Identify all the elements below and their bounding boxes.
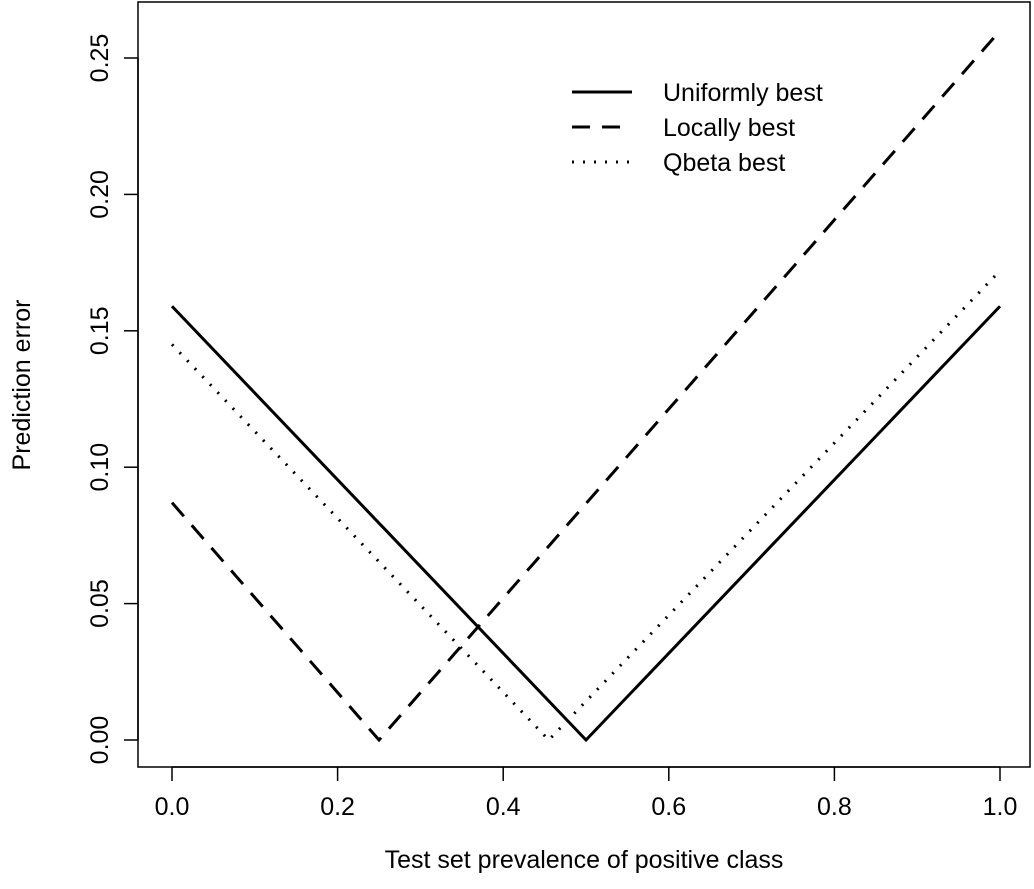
legend: Uniformly best Locally best Qbeta best — [572, 79, 823, 177]
y-axis: 0.00 0.05 0.10 0.15 0.20 0.25 — [86, 34, 139, 765]
y-tick-label: 0.05 — [86, 579, 114, 628]
legend-label: Locally best — [663, 114, 795, 142]
x-tick-label: 0.2 — [320, 793, 355, 821]
series-layer — [170, 29, 1002, 743]
y-tick-label: 0.10 — [86, 443, 114, 492]
legend-label: Qbeta best — [663, 149, 785, 177]
x-axis: 0.0 0.2 0.4 0.6 0.8 1.0 — [155, 766, 1018, 821]
x-tick-label: 0.8 — [817, 793, 852, 821]
series-uniformly-best — [170, 305, 1002, 743]
y-axis-title: Prediction error — [8, 300, 36, 471]
x-tick-label: 0.4 — [486, 793, 521, 821]
y-tick-label: 0.15 — [86, 306, 114, 355]
y-tick-label: 0.25 — [86, 34, 114, 83]
x-tick-label: 1.0 — [983, 793, 1018, 821]
y-tick-label: 0.00 — [86, 716, 114, 765]
x-tick-label: 0.6 — [651, 793, 686, 821]
x-axis-title: Test set prevalence of positive class — [385, 846, 784, 874]
plot-frame — [137, 1, 1031, 768]
legend-label: Uniformly best — [663, 79, 823, 107]
series-qbeta-best — [170, 269, 1002, 743]
y-tick-label: 0.20 — [86, 170, 114, 219]
series-locally-best — [170, 29, 1002, 743]
x-tick-label: 0.0 — [155, 793, 190, 821]
